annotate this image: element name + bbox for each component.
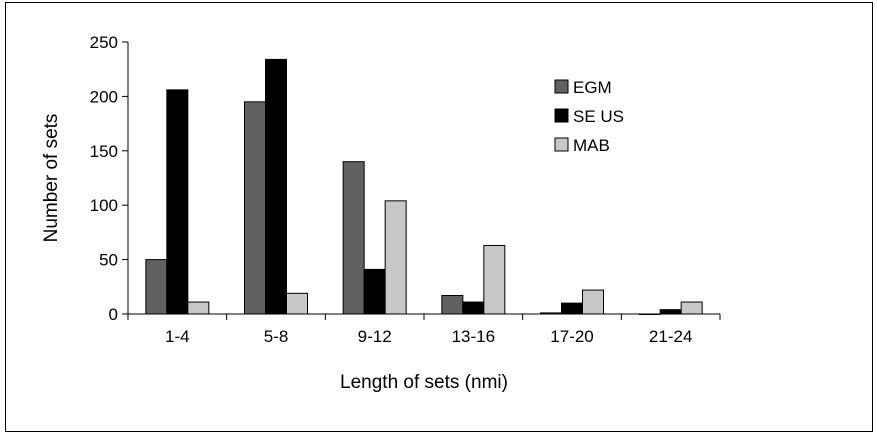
- bar-chart: 0 50 100 150 200 250 1-4 5-8 9-12 13-16 17-20 21-24…: [41, 33, 721, 393]
- y-tick-label-150: 150: [90, 142, 118, 161]
- bar-se-us-5-8: [265, 58, 287, 315]
- y-tick-label-0: 0: [109, 305, 118, 324]
- bars-group: [145, 58, 703, 315]
- bar-mab-1-4: [187, 301, 210, 315]
- bar-se-us-1-4: [166, 89, 189, 315]
- x-tick-label-21-24: 21-24: [649, 327, 692, 346]
- y-tick-label-250: 250: [90, 33, 118, 52]
- legend-swatch-se-us: [554, 108, 569, 123]
- bar-mab-9-12: [384, 200, 407, 315]
- bar-se-us-13-16: [462, 301, 485, 315]
- axes-group: 0 50 100 150 200 250 1-4 5-8 9-12 13-16 17-20 21-24: [90, 33, 721, 346]
- x-tick-label-1-4: 1-4: [165, 327, 190, 346]
- bar-mab-13-16: [483, 244, 506, 315]
- bar-egm-5-8: [244, 101, 266, 315]
- bar-egm-9-12: [342, 161, 365, 315]
- bar-se-us-21-24: [659, 309, 682, 315]
- legend-label-mab: MAB: [573, 136, 610, 155]
- bar-mab-21-24: [680, 301, 703, 315]
- legend-swatch-egm: [554, 79, 569, 94]
- x-tick-label-13-16: 13-16: [452, 327, 495, 346]
- bar-egm-1-4: [145, 259, 168, 315]
- y-tick-label-200: 200: [90, 87, 118, 106]
- y-tick-label-50: 50: [99, 251, 118, 270]
- bar-egm-13-16: [441, 295, 464, 315]
- bar-se-us-9-12: [363, 268, 386, 315]
- x-axis-title: Length of sets (nmi): [340, 372, 508, 393]
- legend-label-egm: EGM: [573, 78, 612, 97]
- legend: EGM SE US MAB: [554, 78, 624, 155]
- x-tick-label-17-20: 17-20: [550, 327, 593, 346]
- legend-label-se-us: SE US: [573, 107, 624, 126]
- x-tick-label-5-8: 5-8: [264, 327, 289, 346]
- chart-frame: [5, 2, 873, 432]
- legend-swatch-mab: [554, 137, 569, 152]
- x-tick-label-9-12: 9-12: [358, 327, 392, 346]
- bar-mab-5-8: [286, 292, 308, 315]
- y-axis-title: Number of sets: [41, 114, 62, 243]
- y-tick-label-100: 100: [90, 196, 118, 215]
- bar-se-us-17-20: [561, 302, 583, 315]
- bar-mab-17-20: [582, 289, 604, 315]
